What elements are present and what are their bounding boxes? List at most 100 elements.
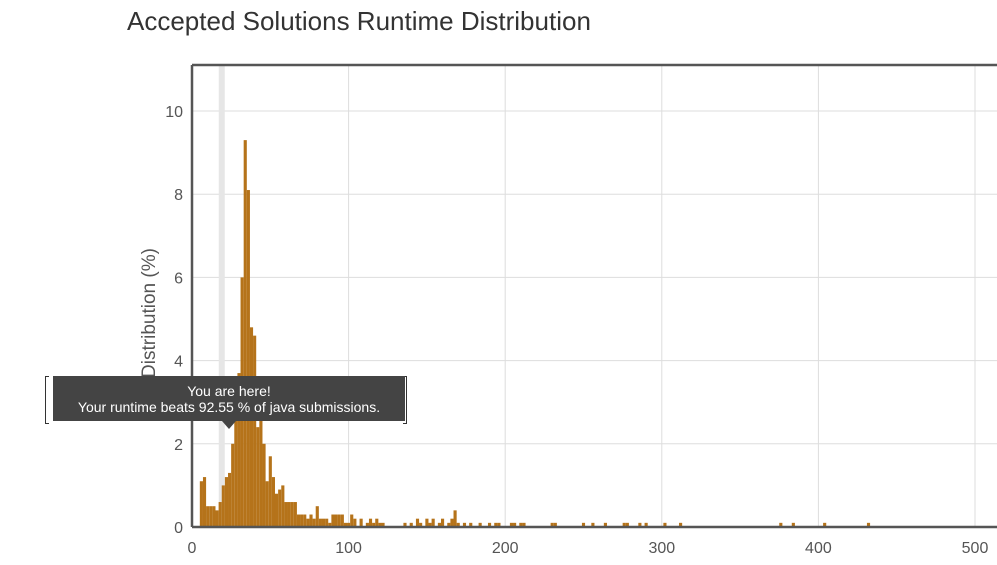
histogram-bar (625, 522, 629, 527)
histogram-bar (284, 502, 288, 527)
tooltip-bracket-right (403, 376, 407, 424)
histogram-bar (450, 518, 454, 527)
histogram-bar (287, 502, 291, 527)
histogram-bar (246, 190, 250, 528)
histogram-bar (425, 518, 429, 527)
histogram-bar (359, 518, 363, 527)
histogram-bar (550, 522, 554, 527)
histogram-bar (253, 335, 257, 527)
histogram-bar (638, 522, 642, 527)
histogram-bar (603, 522, 607, 527)
x-tick-label: 100 (335, 540, 362, 557)
histogram-bar (228, 472, 232, 527)
histogram-bar (437, 522, 441, 527)
histogram-bar (199, 481, 203, 527)
histogram-bar (334, 514, 338, 527)
histogram-bar (403, 522, 407, 527)
histogram-bar (303, 514, 307, 527)
histogram-bar (663, 522, 667, 527)
histogram-bar (224, 477, 229, 527)
histogram-bar (340, 514, 344, 527)
tooltip-line-1: You are here! (187, 383, 271, 399)
histogram-bar (365, 522, 369, 527)
histogram-bar (372, 522, 376, 527)
histogram-bar (309, 514, 313, 527)
y-tick-label: 4 (174, 354, 183, 371)
histogram-bar (296, 514, 301, 527)
histogram-bar (469, 522, 473, 527)
y-tick-label: 0 (174, 520, 183, 537)
tooltip-pointer (222, 421, 236, 429)
histogram-bar (456, 522, 460, 527)
histogram-bar (428, 522, 432, 527)
histogram-bar (331, 514, 335, 527)
histogram-bar (779, 522, 783, 527)
y-axis-title: Distribution (%) (139, 248, 160, 378)
histogram-bar (259, 418, 263, 527)
y-tick-label: 6 (174, 270, 183, 287)
histogram-bar (447, 522, 451, 527)
histogram-bar (218, 502, 222, 527)
histogram-bar (262, 443, 266, 527)
histogram-bar (237, 373, 241, 527)
histogram-bar (478, 522, 482, 527)
bars-layer (199, 140, 871, 528)
x-tick-label: 200 (492, 540, 519, 557)
histogram-bar (271, 477, 275, 527)
histogram-bar (278, 489, 282, 527)
histogram-bar (318, 518, 322, 527)
histogram-bar (268, 456, 272, 527)
axes-layer (190, 63, 997, 529)
histogram-bar (679, 522, 683, 527)
histogram-bar (519, 522, 523, 527)
x-tick-label: 300 (648, 540, 675, 557)
histogram-bar (312, 518, 316, 527)
y-tick-label: 10 (165, 104, 183, 121)
histogram-bar (866, 522, 871, 527)
histogram-bar (209, 506, 213, 527)
histogram-bar (290, 502, 294, 527)
histogram-bar (306, 518, 310, 527)
chart-title: Accepted Solutions Runtime Distribution (127, 6, 591, 36)
y-tick-label: 2 (174, 437, 183, 454)
histogram-bar (591, 522, 595, 527)
histogram-bar (231, 443, 235, 527)
histogram-bar (522, 522, 526, 527)
histogram-bar (431, 518, 435, 527)
histogram-bar (419, 522, 423, 527)
histogram-bar (823, 522, 827, 527)
histogram-bar (350, 514, 354, 527)
histogram-bar (440, 518, 445, 527)
histogram-bar (509, 522, 514, 527)
histogram-bar (375, 518, 379, 527)
histogram-bar (274, 493, 279, 527)
tick-labels: 0 100 200 300 400 500 0 2 4 6 8 10 (165, 104, 988, 557)
histogram-bar (281, 485, 285, 527)
histogram-bar (249, 327, 254, 527)
histogram-bar (215, 510, 219, 527)
histogram-bar (494, 522, 498, 527)
histogram-bar (265, 481, 269, 527)
tooltip-line-2: Your runtime beats 92.55 % of java submi… (77, 399, 381, 415)
histogram-bar (791, 522, 795, 527)
histogram-bar (234, 381, 238, 527)
histogram-bar (368, 518, 373, 527)
x-tick-label: 500 (962, 540, 989, 557)
histogram-bar (300, 514, 304, 527)
histogram-bar (337, 514, 341, 527)
runtime-tooltip: You are here! Your runtime beats 92.55 %… (53, 376, 405, 421)
histogram-bar (409, 522, 413, 527)
histogram-bar (221, 485, 225, 527)
histogram-bar (315, 506, 319, 527)
histogram-bar (325, 518, 329, 527)
histogram-bar (462, 522, 467, 527)
histogram-bar (321, 518, 326, 527)
histogram-bar (206, 506, 210, 527)
histogram-bar (487, 522, 492, 527)
histogram-bar (343, 522, 348, 527)
y-tick-label: 8 (174, 187, 183, 204)
histogram-bar (293, 502, 297, 527)
histogram-bar (243, 140, 247, 527)
histogram-bar (381, 522, 385, 527)
